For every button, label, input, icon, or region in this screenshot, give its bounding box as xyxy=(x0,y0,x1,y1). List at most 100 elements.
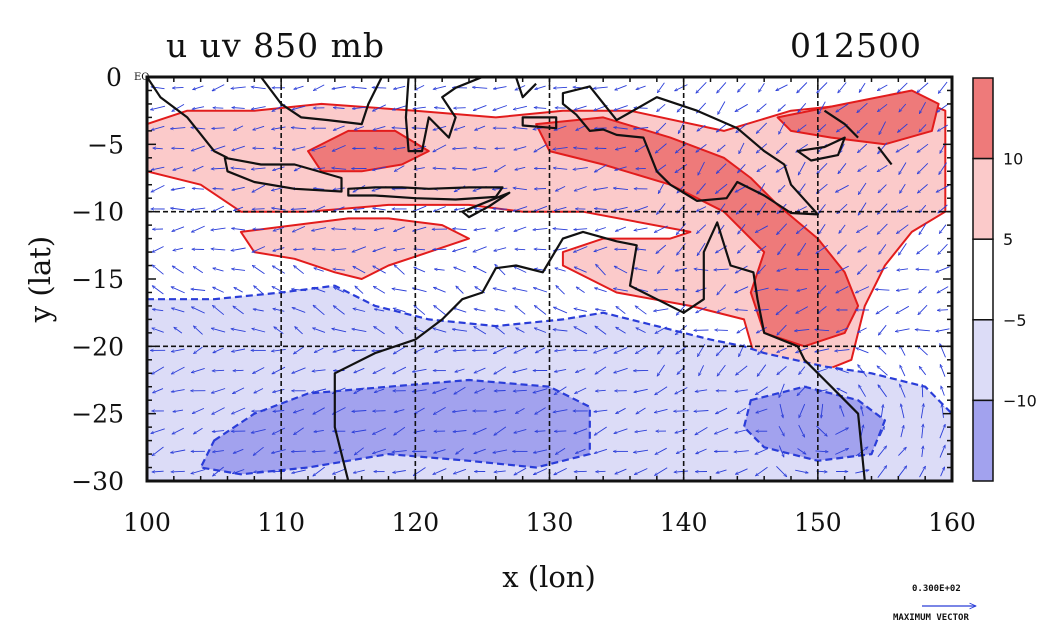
wind-vector-655 xyxy=(452,409,468,412)
wind-vector-412 xyxy=(392,289,407,292)
wind-vector-682 xyxy=(193,427,203,435)
wind-vector-74 xyxy=(836,103,849,112)
colorbar-band xyxy=(972,77,994,160)
x-tick-labels: 100 110 120 130 140 150 160 xyxy=(123,508,976,537)
wind-vector-515 xyxy=(858,327,867,333)
wind-vector-526 xyxy=(271,348,286,351)
wind-vector-417 xyxy=(493,288,507,292)
wind-vector-204 xyxy=(232,186,245,190)
wind-vector-540 xyxy=(554,350,567,351)
wind-vector-589 xyxy=(736,365,748,375)
wind-vector-309 xyxy=(738,224,746,234)
wind-vector-717 xyxy=(900,425,904,438)
wind-vector-796 xyxy=(877,466,887,478)
wind-vector-338 xyxy=(515,249,526,250)
wind-vector-512 xyxy=(794,328,810,331)
wind-vector-774 xyxy=(433,468,447,475)
wind-vector-106 xyxy=(677,122,685,134)
coastline-sumatra xyxy=(147,77,228,159)
wind-vector-719 xyxy=(939,424,945,439)
wind-vector-304 xyxy=(634,227,648,231)
wind-vector-79 xyxy=(937,103,949,113)
wind-vector-262 xyxy=(594,209,607,210)
wind-vector-253 xyxy=(413,205,427,213)
wind-vector-575 xyxy=(455,368,465,372)
wind-vector-485 xyxy=(252,328,266,333)
wind-vector-551 xyxy=(777,347,787,353)
wind-vector-26 xyxy=(675,84,688,92)
wind-vector-50 xyxy=(352,107,366,109)
wind-vector-665 xyxy=(654,408,668,412)
wind-vector-483 xyxy=(211,328,226,333)
colorbar-label: 5 xyxy=(1003,230,1013,249)
wind-vector-22 xyxy=(593,87,608,88)
wind-vector-404 xyxy=(234,286,243,293)
wind-vector-244 xyxy=(233,206,244,211)
wind-vector-108 xyxy=(716,123,727,132)
wind-vector-712 xyxy=(798,424,806,437)
wind-vector-300 xyxy=(553,229,568,230)
wind-vector-414 xyxy=(433,286,446,293)
wind-vector-156 xyxy=(878,142,888,154)
wind-vector-482 xyxy=(193,326,203,335)
wind-vector-12 xyxy=(393,85,406,89)
wind-vector-332 xyxy=(394,247,405,250)
wind-vector-608 xyxy=(311,388,327,393)
wind-vector-626 xyxy=(675,387,688,395)
wind-vector-127 xyxy=(292,146,306,150)
wind-vector-75 xyxy=(857,102,868,113)
wind-vector-728 xyxy=(312,451,326,452)
wind-vector-101 xyxy=(576,125,586,131)
wind-vector-648 xyxy=(313,407,325,415)
wind-vector-352 xyxy=(798,242,807,256)
wind-vector-174 xyxy=(433,168,447,169)
wind-vector-447 xyxy=(292,308,306,313)
wind-vector-714 xyxy=(835,427,848,435)
wind-vector-398 xyxy=(916,269,930,270)
vector-key-value: 0.300E+02 xyxy=(912,584,961,594)
wind-vector-311 xyxy=(777,223,788,235)
y-tick-labels: 0 EQ −5 −10 −15 −20 −25 −30 xyxy=(71,63,149,496)
axis-ticks xyxy=(146,76,953,482)
wind-vector-556 xyxy=(878,346,887,355)
wind-vector-460 xyxy=(553,306,568,314)
wind-vector-501 xyxy=(574,326,588,335)
wind-vector-621 xyxy=(575,387,587,395)
wind-vector-466 xyxy=(676,304,687,316)
wind-vector-283 xyxy=(211,227,226,230)
wind-vector-335 xyxy=(453,246,467,251)
wind-vector-667 xyxy=(694,411,709,412)
wind-vector-552 xyxy=(796,347,809,353)
wind-vector-477 xyxy=(896,305,910,314)
wind-vector-597 xyxy=(899,365,906,377)
wind-vector-95 xyxy=(454,125,466,130)
wind-vector-289 xyxy=(332,229,347,230)
wind-vector-23 xyxy=(615,84,627,90)
wind-vector-553 xyxy=(815,348,830,352)
wind-vector-495 xyxy=(452,329,468,332)
wind-vector-591 xyxy=(777,366,787,374)
x-axis-label: x (lon) xyxy=(502,560,596,594)
wind-vector-454 xyxy=(434,305,446,315)
wind-vector-384 xyxy=(634,268,648,272)
wind-vector-622 xyxy=(595,390,606,391)
wind-vector-327 xyxy=(293,249,304,250)
wind-vector-538 xyxy=(514,347,527,354)
wind-vector-276 xyxy=(877,203,888,215)
wind-vector-739 xyxy=(533,449,548,453)
wind-vector-258 xyxy=(513,206,528,212)
wind-vector-128 xyxy=(312,145,326,151)
wind-vector-568 xyxy=(312,370,326,372)
wind-vector-31 xyxy=(776,84,788,92)
wind-vector-528 xyxy=(314,347,324,354)
coastline-timor xyxy=(461,191,511,219)
wind-vector-740 xyxy=(555,447,566,454)
wind-vector-331 xyxy=(373,246,386,252)
wind-vector-554 xyxy=(835,350,850,352)
wind-vector-721 xyxy=(171,449,186,453)
coastline-new-guinea xyxy=(561,85,819,216)
wind-vector-180 xyxy=(553,168,568,170)
wind-vector-452 xyxy=(393,308,406,313)
wind-vector-438 xyxy=(919,286,927,294)
wind-vector-614 xyxy=(433,387,447,393)
